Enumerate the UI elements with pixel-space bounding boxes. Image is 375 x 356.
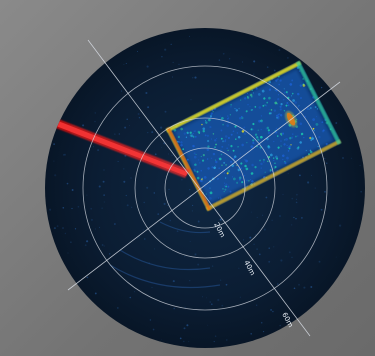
bottom-echo-arcs (109, 221, 221, 289)
bearing-line-nw-se (87, 39, 311, 337)
range-ring-40m (134, 117, 276, 259)
background-noise (49, 35, 363, 343)
sonar-target-echo (165, 60, 342, 211)
bearing-lines (67, 39, 341, 337)
range-ring-60m (82, 65, 328, 311)
range-rings (82, 65, 328, 311)
bearing-line-sw-ne (67, 81, 341, 291)
range-ring-20m (164, 147, 246, 229)
